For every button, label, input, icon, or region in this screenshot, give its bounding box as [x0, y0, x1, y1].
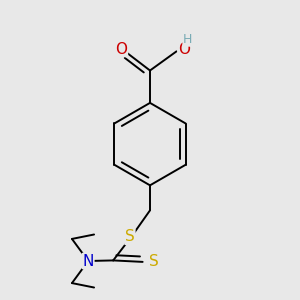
Text: O: O — [116, 41, 128, 56]
Text: H: H — [183, 33, 192, 46]
Text: O: O — [178, 41, 190, 56]
Text: S: S — [149, 254, 159, 269]
Text: N: N — [82, 254, 94, 268]
Text: S: S — [125, 230, 135, 244]
